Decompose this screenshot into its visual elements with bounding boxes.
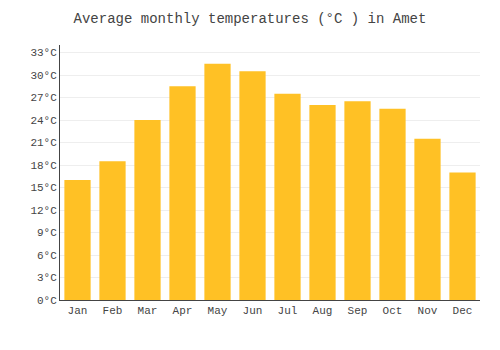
svg-text:9°C: 9°C — [37, 227, 57, 239]
svg-text:Aug: Aug — [313, 305, 333, 317]
svg-text:Average monthly temperatures (: Average monthly temperatures (°C ) in Am… — [74, 11, 427, 27]
svg-text:24°C: 24°C — [30, 115, 57, 127]
svg-text:12°C: 12°C — [30, 205, 57, 217]
svg-text:Mar: Mar — [138, 305, 158, 317]
svg-text:6°C: 6°C — [37, 250, 57, 262]
svg-text:3°C: 3°C — [37, 272, 57, 284]
svg-text:15°C: 15°C — [30, 182, 57, 194]
svg-text:18°C: 18°C — [30, 160, 57, 172]
svg-text:Jul: Jul — [278, 305, 298, 317]
svg-text:Apr: Apr — [173, 305, 193, 317]
svg-text:Dec: Dec — [453, 305, 473, 317]
svg-text:27°C: 27°C — [30, 92, 57, 104]
svg-text:21°C: 21°C — [30, 137, 57, 149]
svg-text:Oct: Oct — [383, 305, 403, 317]
svg-text:Nov: Nov — [418, 305, 438, 317]
svg-text:Sep: Sep — [348, 305, 368, 317]
svg-text:May: May — [208, 305, 228, 317]
svg-text:Jan: Jan — [68, 305, 88, 317]
svg-text:30°C: 30°C — [30, 70, 57, 82]
svg-text:33°C: 33°C — [30, 47, 57, 59]
svg-text:0°C: 0°C — [37, 295, 57, 307]
svg-text:Jun: Jun — [243, 305, 263, 317]
svg-text:Feb: Feb — [103, 305, 123, 317]
